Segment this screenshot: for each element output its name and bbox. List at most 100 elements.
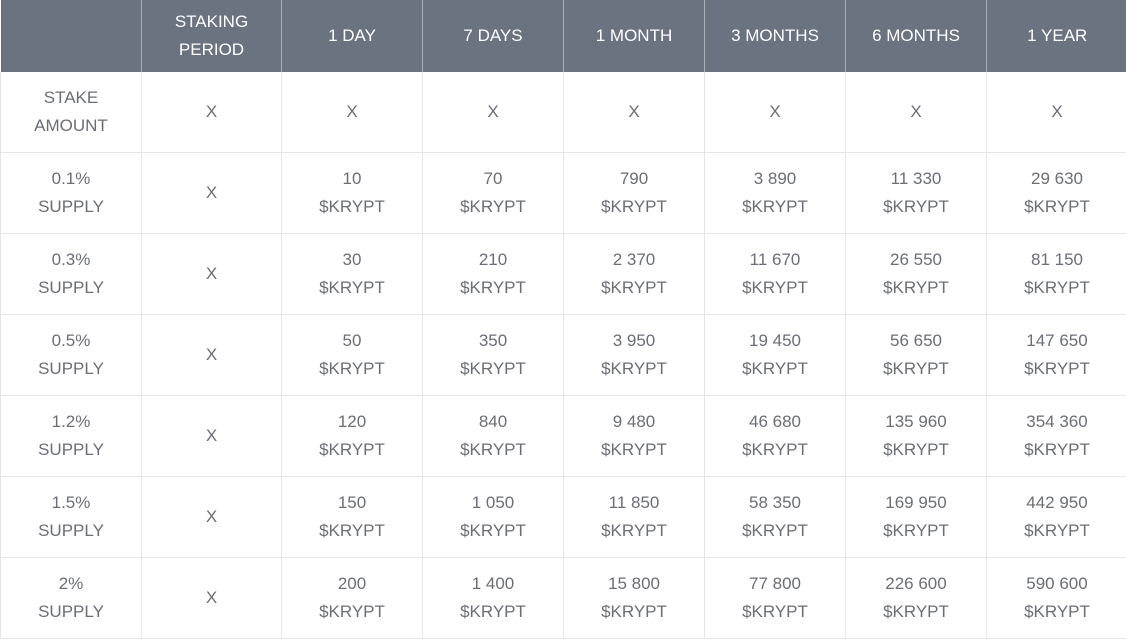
reward-cell: 840 $KRYPT [422,395,564,477]
reward-amount: 19 450 [749,331,801,350]
reward-cell: 26 550 $KRYPT [845,233,987,315]
reward-amount: 1 400 [471,574,515,593]
reward-token: $KRYPT [601,440,667,459]
table-row: 0.5% SUPPLY X 50 $KRYPT 350 $KRYPT 3 950 $KRYPT 1… [0,314,1126,396]
supply-word: SUPPLY [38,197,104,216]
reward-token: $KRYPT [601,602,667,621]
reward-cell: 3 950 $KRYPT [563,314,705,396]
staking-period-marker: X [141,395,282,477]
header-period-1-year: 1 YEAR [986,0,1126,72]
reward-cell: 442 950 $KRYPT [986,476,1126,558]
reward-token: $KRYPT [883,359,949,378]
reward-token: $KRYPT [742,602,808,621]
reward-cell: 11 670 $KRYPT [704,233,846,315]
table-header: STAKING PERIOD 1 DAY 7 DAYS 1 MONTH 3 MO… [0,0,1126,72]
supply-word: SUPPLY [38,521,104,540]
reward-amount: 50 [342,331,362,350]
reward-token: $KRYPT [460,359,526,378]
reward-cell: 210 $KRYPT [422,233,564,315]
reward-cell: 200 $KRYPT [281,557,423,639]
reward-amount: 120 [337,412,367,431]
reward-cell: 135 960 $KRYPT [845,395,987,477]
reward-cell: 15 800 $KRYPT [563,557,705,639]
supply-label: 0.5% SUPPLY [0,314,142,396]
reward-cell: 354 360 $KRYPT [986,395,1126,477]
staking-period-marker: X [141,152,282,234]
reward-cell: 81 150 $KRYPT [986,233,1126,315]
reward-token: $KRYPT [460,197,526,216]
header-staking-period-line-1: STAKING [174,12,249,31]
supply-label: 1.5% SUPPLY [0,476,142,558]
reward-token: $KRYPT [1024,602,1090,621]
reward-token: $KRYPT [601,521,667,540]
reward-token: $KRYPT [319,197,385,216]
reward-token: $KRYPT [883,602,949,621]
reward-cell: 11 850 $KRYPT [563,476,705,558]
reward-token: $KRYPT [742,197,808,216]
reward-cell: 350 $KRYPT [422,314,564,396]
stake-amount-cell: X [281,72,423,153]
reward-amount: 46 680 [749,412,801,431]
stake-amount-cell: X [563,72,705,153]
stake-amount-cell: X [141,72,282,153]
reward-token: $KRYPT [319,521,385,540]
reward-token: $KRYPT [460,602,526,621]
reward-amount: 11 670 [749,250,801,269]
reward-token: $KRYPT [742,359,808,378]
reward-amount: 26 550 [890,250,942,269]
reward-token: $KRYPT [1024,440,1090,459]
staking-period-marker: X [141,233,282,315]
reward-token: $KRYPT [601,278,667,297]
header-staking-period: STAKING PERIOD [141,0,282,72]
reward-cell: 10 $KRYPT [281,152,423,234]
header-staking-period-line-2: PERIOD [178,40,245,59]
reward-amount: 1 050 [471,493,515,512]
reward-cell: 70 $KRYPT [422,152,564,234]
reward-amount: 3 950 [612,331,656,350]
stake-amount-label-line-2: AMOUNT [34,116,108,135]
reward-amount: 590 600 [1026,574,1088,593]
supply-word: SUPPLY [38,440,104,459]
reward-amount: 56 650 [890,331,942,350]
staking-period-marker: X [141,476,282,558]
reward-cell: 150 $KRYPT [281,476,423,558]
reward-amount: 9 480 [612,412,656,431]
supply-percent: 0.1% [51,169,91,188]
reward-amount: 81 150 [1031,250,1083,269]
reward-amount: 2 370 [612,250,656,269]
reward-cell: 790 $KRYPT [563,152,705,234]
supply-label: 2% SUPPLY [0,557,142,639]
reward-token: $KRYPT [742,278,808,297]
reward-cell: 590 600 $KRYPT [986,557,1126,639]
reward-cell: 147 650 $KRYPT [986,314,1126,396]
reward-token: $KRYPT [883,197,949,216]
reward-amount: 11 850 [608,493,660,512]
reward-amount: 30 [342,250,362,269]
header-period-1-month: 1 MONTH [563,0,705,72]
stake-amount-row: STAKE AMOUNT X X X X X X X [0,72,1126,153]
reward-amount: 354 360 [1026,412,1088,431]
reward-cell: 77 800 $KRYPT [704,557,846,639]
table-row: 0.3% SUPPLY X 30 $KRYPT 210 $KRYPT 2 370 $KRYPT 1… [0,233,1126,315]
reward-token: $KRYPT [1024,278,1090,297]
reward-amount: 350 [478,331,508,350]
reward-cell: 50 $KRYPT [281,314,423,396]
reward-amount: 29 630 [1031,169,1083,188]
reward-amount: 790 [619,169,649,188]
reward-amount: 210 [478,250,508,269]
supply-percent: 1.2% [51,412,91,431]
reward-cell: 120 $KRYPT [281,395,423,477]
header-period-3-months: 3 MONTHS [704,0,846,72]
reward-cell: 1 400 $KRYPT [422,557,564,639]
reward-token: $KRYPT [319,602,385,621]
reward-token: $KRYPT [883,521,949,540]
reward-amount: 442 950 [1026,493,1088,512]
table-row: 1.5% SUPPLY X 150 $KRYPT 1 050 $KRYPT 11 850 $KR… [0,476,1126,558]
reward-token: $KRYPT [742,521,808,540]
reward-cell: 56 650 $KRYPT [845,314,987,396]
reward-token: $KRYPT [460,440,526,459]
supply-label: 1.2% SUPPLY [0,395,142,477]
reward-amount: 200 [337,574,367,593]
reward-amount: 3 890 [753,169,797,188]
supply-percent: 0.5% [51,331,91,350]
